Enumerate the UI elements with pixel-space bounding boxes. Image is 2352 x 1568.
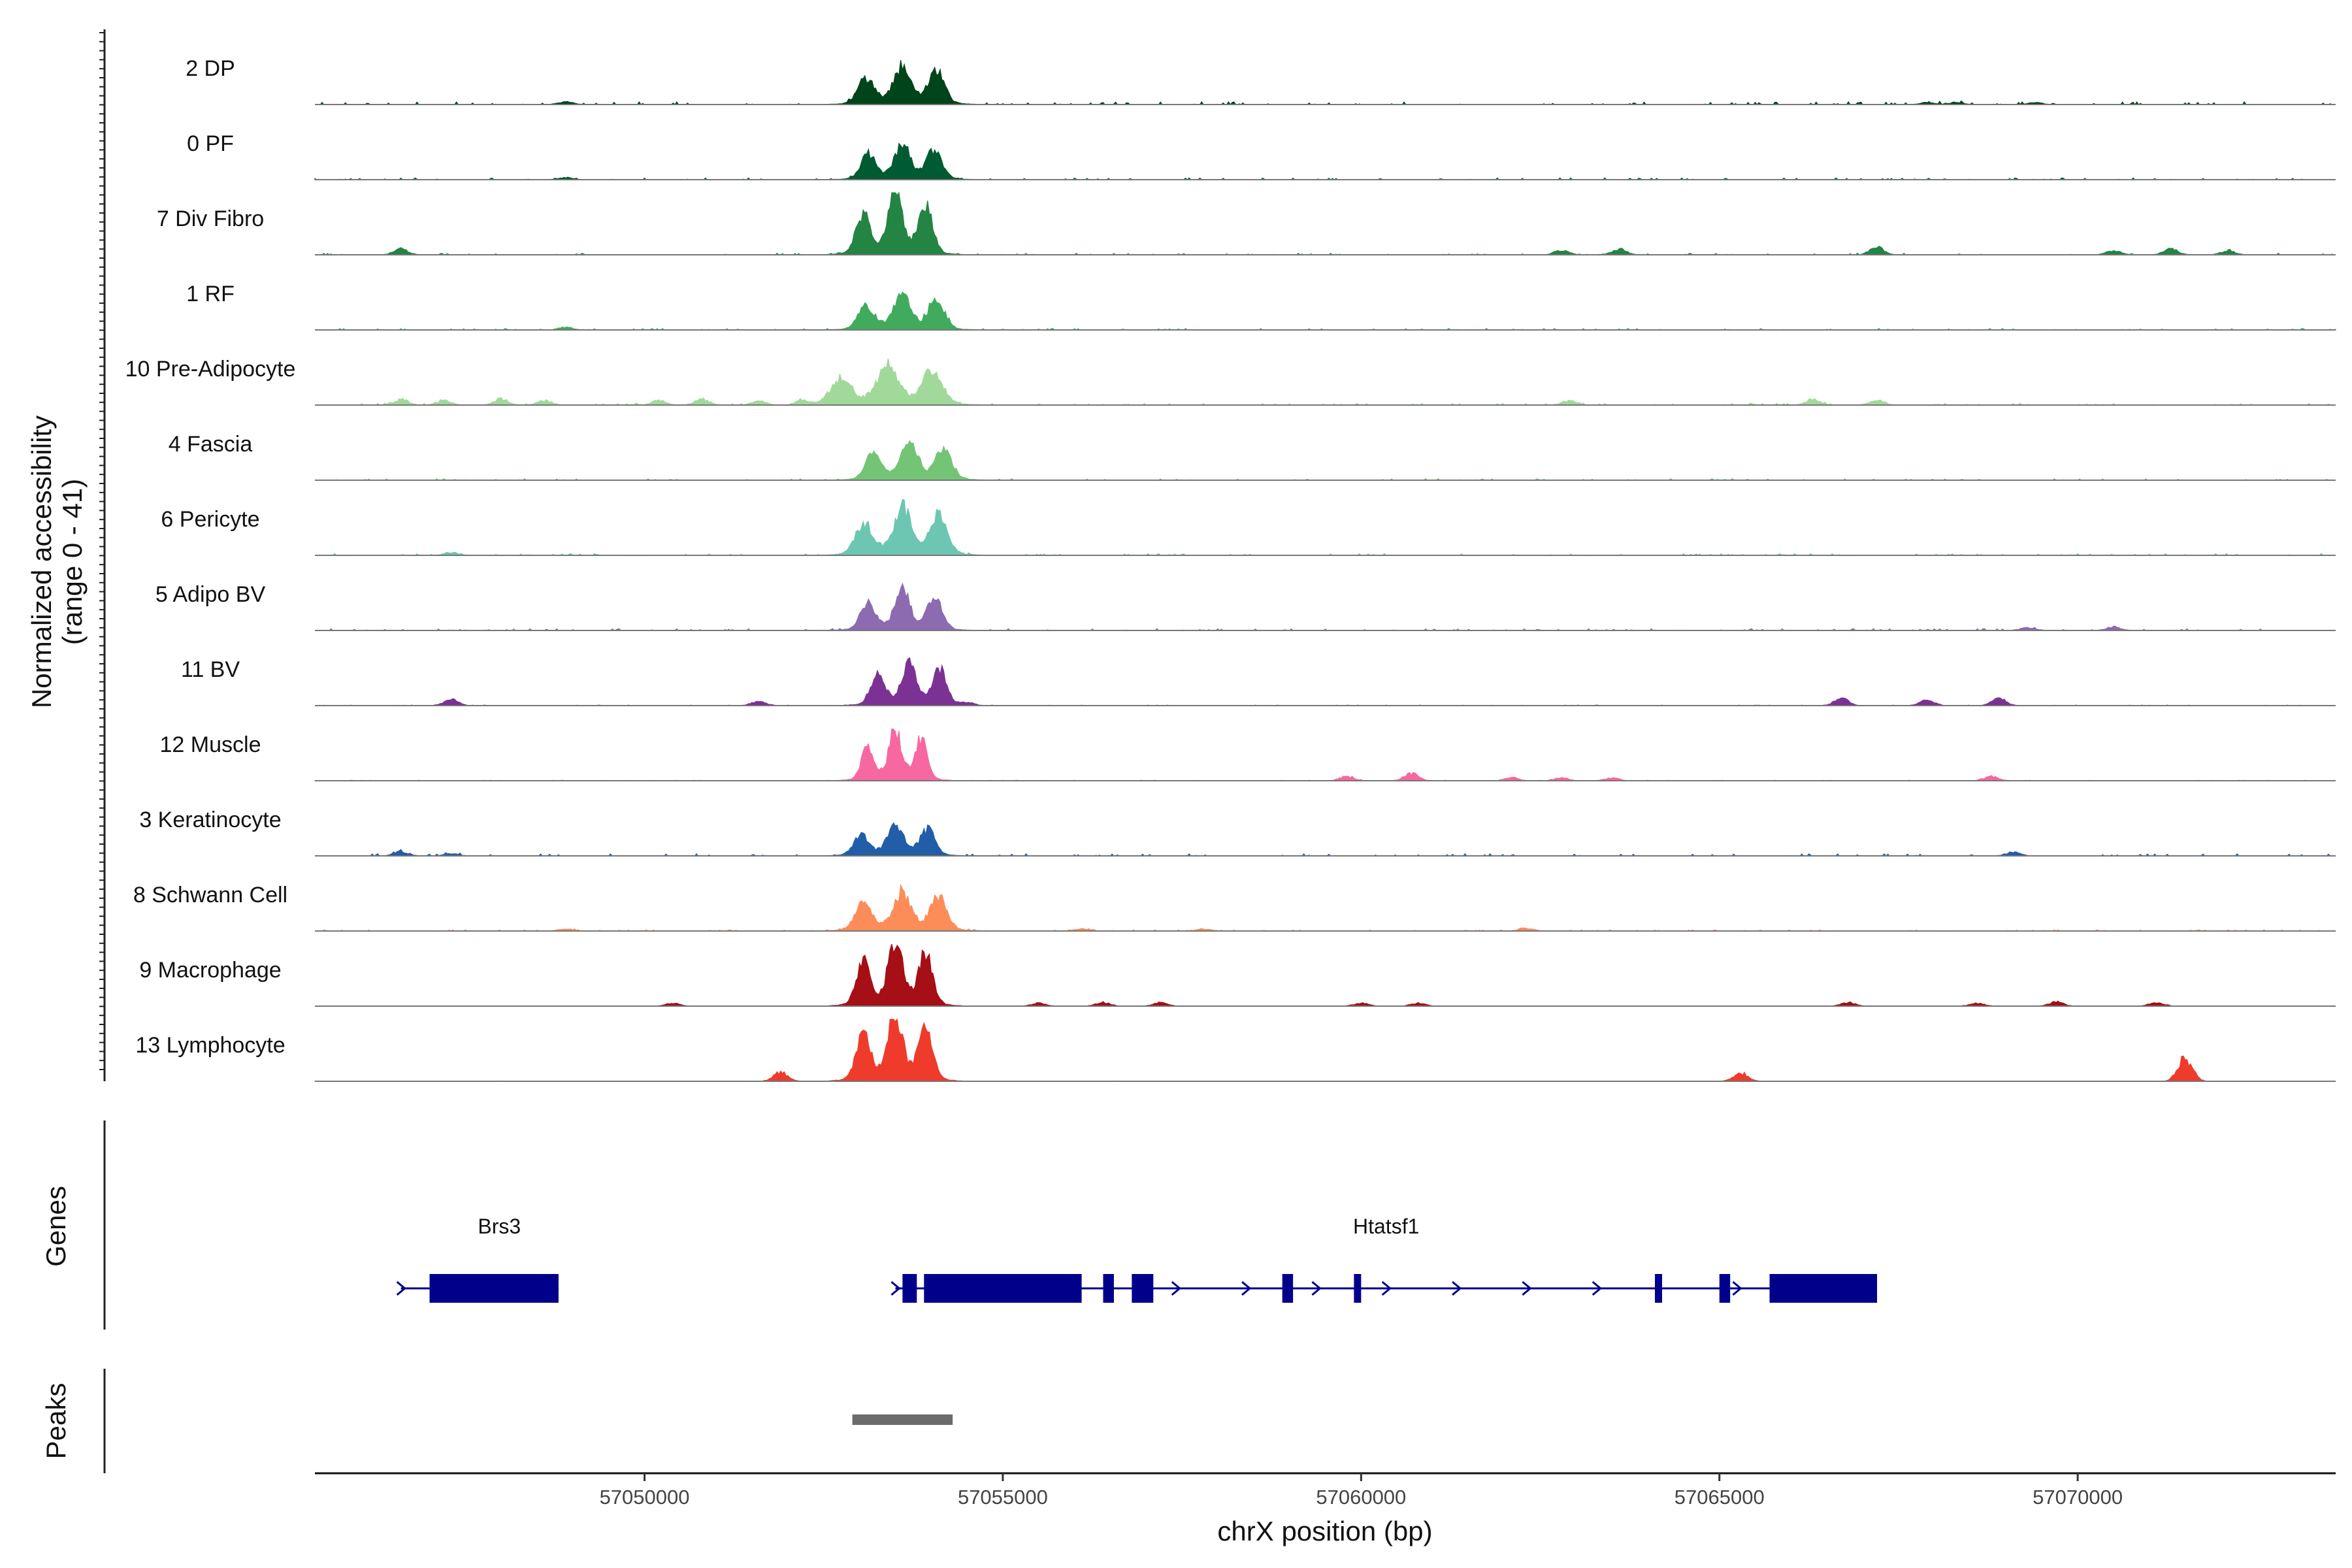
peaks-panel-label: Peaks bbox=[41, 1383, 71, 1460]
gene-label: Htatsf1 bbox=[1353, 1215, 1419, 1238]
track-3-keratinocyte: 3 Keratinocyte bbox=[139, 808, 2336, 857]
gene-exon bbox=[429, 1274, 559, 1303]
coverage-area bbox=[315, 291, 2336, 331]
gene-exon bbox=[902, 1274, 917, 1303]
genes-panel-label: Genes bbox=[41, 1186, 71, 1267]
coverage-area bbox=[315, 191, 2336, 255]
track-12-muscle: 12 Muscle bbox=[160, 728, 2336, 781]
gene-exon bbox=[1769, 1274, 1878, 1303]
track-label: 11 BV bbox=[181, 657, 240, 682]
coverage-area bbox=[314, 728, 2336, 781]
track-13-lymphocyte: 13 Lymphocyte bbox=[135, 1018, 2336, 1082]
track-0-pf: 0 PF bbox=[187, 131, 2336, 180]
track-2-dp: 2 DP bbox=[186, 56, 2336, 106]
track-6-pericyte: 6 Pericyte bbox=[161, 498, 2336, 556]
coverage-area bbox=[315, 582, 2336, 631]
x-tick-label: 57065000 bbox=[1674, 1486, 1765, 1509]
coverage-area bbox=[315, 657, 2336, 706]
strand-arrow bbox=[1241, 1281, 1252, 1296]
track-label: 7 Div Fibro bbox=[157, 206, 264, 231]
peaks-panel: Peaks bbox=[41, 1369, 953, 1473]
x-axis-ticks: 57050000 57055000 57060000 57065000 57070000 bbox=[600, 1473, 2123, 1509]
track-label: 13 Lymphocyte bbox=[135, 1033, 285, 1058]
track-label: 8 Schwann Cell bbox=[133, 883, 287, 907]
coverage-area bbox=[315, 440, 2336, 481]
y-axis: Normalized accessibility (range 0 - 41) bbox=[26, 29, 106, 1081]
x-tick-label: 57050000 bbox=[600, 1486, 690, 1509]
gene-models: Brs3 Htatsf1 bbox=[396, 1215, 1878, 1303]
coverage-area bbox=[315, 883, 2336, 932]
track-7-div-fibro: 7 Div Fibro bbox=[157, 191, 2336, 255]
track-label: 12 Muscle bbox=[160, 732, 261, 757]
y-axis-range: (range 0 - 41) bbox=[57, 479, 88, 645]
coverage-area bbox=[315, 59, 2336, 106]
track-label: 1 RF bbox=[186, 282, 235, 306]
gene-exon bbox=[1132, 1274, 1154, 1303]
gene-exon bbox=[1103, 1274, 1114, 1303]
track-label: 5 Adipo BV bbox=[155, 582, 266, 607]
strand-arrow bbox=[1522, 1281, 1532, 1296]
x-tick-label: 57060000 bbox=[1316, 1486, 1406, 1509]
y-axis-title: Normalized accessibility bbox=[26, 416, 57, 708]
coverage-area bbox=[314, 1018, 2336, 1082]
strand-arrow bbox=[396, 1281, 406, 1296]
track-4-fascia: 4 Fascia bbox=[169, 432, 2336, 481]
track-label: 6 Pericyte bbox=[161, 507, 259, 532]
track-label: 3 Keratinocyte bbox=[139, 808, 281, 832]
track-5-adipo-bv: 5 Adipo BV bbox=[155, 582, 2336, 631]
y-axis-ticks bbox=[99, 32, 105, 1070]
gene-htatsf1: Htatsf1 bbox=[890, 1215, 1878, 1303]
strand-arrow bbox=[1171, 1281, 1182, 1296]
genes-panel: Genes Brs3 Htatsf1 bbox=[41, 1120, 1878, 1330]
strand-arrow bbox=[1311, 1281, 1322, 1296]
track-10-pre-adipocyte: 10 Pre-Adipocyte bbox=[125, 357, 2336, 406]
track-label: 4 Fascia bbox=[169, 432, 253, 457]
gene-exon bbox=[1655, 1274, 1662, 1303]
track-9-macrophage: 9 Macrophage bbox=[139, 943, 2336, 1007]
gene-exon bbox=[924, 1274, 1082, 1303]
coverage-area bbox=[314, 498, 2336, 556]
coverage-area bbox=[315, 358, 2336, 406]
gene-exon bbox=[1354, 1274, 1362, 1303]
track-label: 0 PF bbox=[187, 131, 234, 156]
x-tick-label: 57055000 bbox=[958, 1486, 1048, 1509]
strand-arrow bbox=[1381, 1281, 1392, 1296]
track-label: 10 Pre-Adipocyte bbox=[125, 357, 296, 382]
coverage-area bbox=[315, 822, 2336, 857]
strand-arrow bbox=[1592, 1281, 1603, 1296]
x-tick-label: 57070000 bbox=[2033, 1486, 2123, 1509]
track-label: 9 Macrophage bbox=[139, 958, 281, 983]
x-axis-title: chrX position (bp) bbox=[1217, 1516, 1432, 1546]
gene-exon bbox=[1282, 1274, 1294, 1303]
x-axis: 57050000 57055000 57060000 57065000 57070000… bbox=[315, 1472, 2336, 1546]
track-label: 2 DP bbox=[186, 56, 235, 81]
gene-label: Brs3 bbox=[478, 1215, 521, 1238]
coverage-area bbox=[315, 943, 2336, 1007]
track-8-schwann-cell: 8 Schwann Cell bbox=[133, 883, 2336, 932]
coverage-area bbox=[314, 142, 2336, 180]
track-11-bv: 11 BV bbox=[181, 657, 2336, 706]
peak-region bbox=[852, 1414, 953, 1425]
strand-arrow bbox=[1732, 1281, 1742, 1296]
strand-arrow bbox=[890, 1281, 901, 1296]
gene-exon bbox=[1719, 1274, 1731, 1303]
gene-brs3: Brs3 bbox=[396, 1215, 559, 1303]
peak-regions bbox=[852, 1414, 953, 1425]
tracks-layer: 2 DP 0 PF 7 Div Fibro 1 RF 10 Pre-Adipocyte 4… bbox=[125, 56, 2336, 1082]
track-1-rf: 1 RF bbox=[186, 282, 2336, 331]
strand-arrow bbox=[1452, 1281, 1462, 1296]
